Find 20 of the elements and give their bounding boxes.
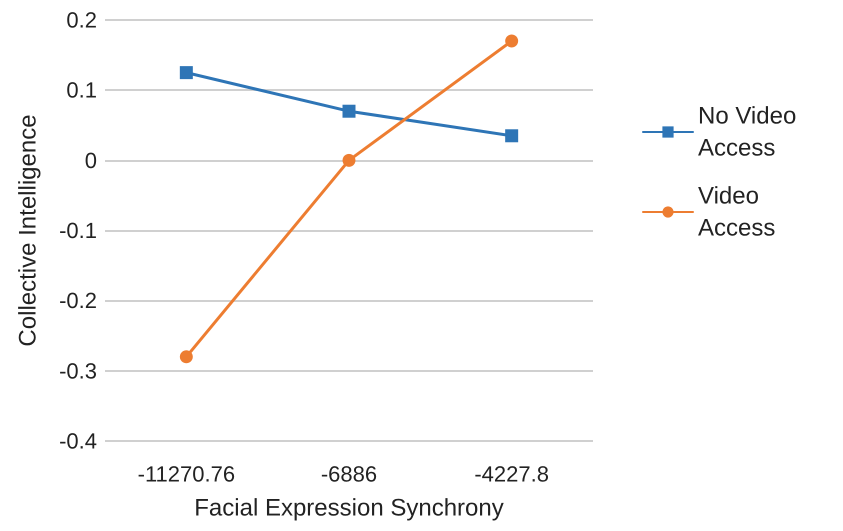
y-tick-label: -0.2 <box>59 288 97 314</box>
legend-label: No Video Access <box>698 102 803 162</box>
point <box>180 66 193 80</box>
point <box>342 104 356 118</box>
legend-label: Video Access <box>698 182 776 242</box>
point <box>505 34 518 48</box>
x-tick-label: -6886 <box>320 462 378 486</box>
y-tick-label: -0.4 <box>59 428 97 454</box>
x-axis-title: Facial Expression Synchrony <box>194 494 504 522</box>
y-axis-title: Collective Intelligence <box>14 114 42 347</box>
x-tick-label: -4227.8 <box>474 462 549 486</box>
y-tick-label: -0.3 <box>59 358 97 384</box>
point <box>342 154 356 167</box>
y-tick-label: -0.1 <box>59 218 97 243</box>
point <box>180 350 193 364</box>
y-tick-label: 0.2 <box>66 8 97 32</box>
point <box>505 129 518 142</box>
x-tick-label: -11270.76 <box>138 462 236 486</box>
y-tick-label: 0.1 <box>66 78 97 103</box>
y-tick-label: 0 <box>84 148 97 173</box>
